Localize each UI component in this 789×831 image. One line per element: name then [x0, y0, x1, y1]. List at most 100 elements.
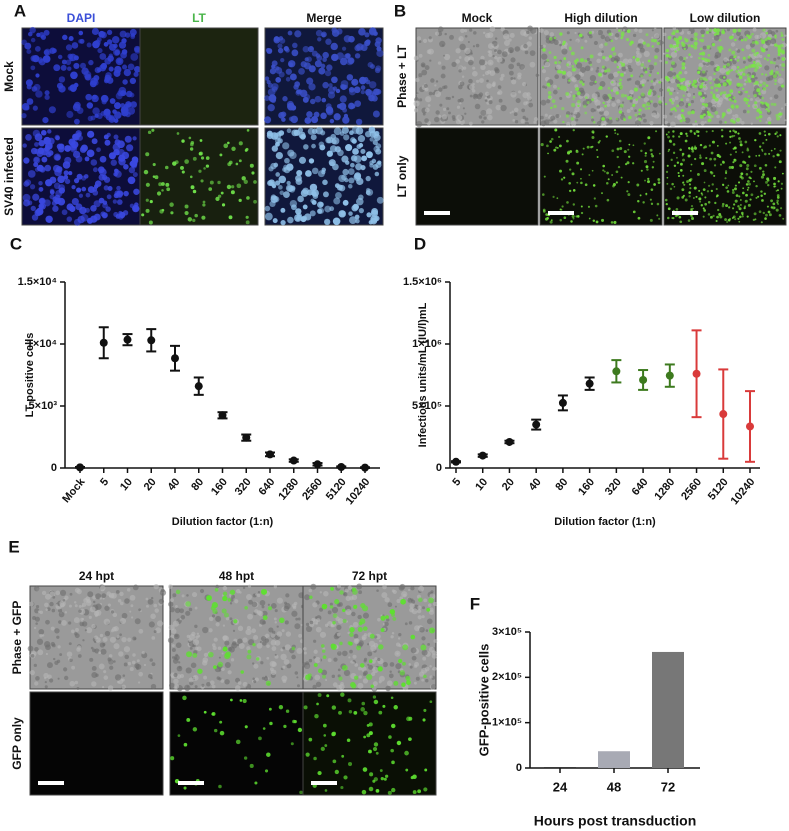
cell: [210, 605, 216, 611]
cell: [335, 191, 342, 199]
cell-texture: [119, 601, 124, 606]
cell-texture: [469, 84, 475, 90]
cell: [30, 205, 36, 211]
cell: [764, 217, 767, 220]
cell: [754, 105, 757, 109]
cell-texture: [584, 65, 591, 72]
point: [719, 410, 728, 419]
cell: [38, 58, 46, 66]
cell: [355, 118, 363, 126]
cell-texture: [330, 623, 334, 628]
cell: [747, 180, 750, 183]
cell: [273, 36, 280, 42]
cell: [380, 615, 386, 621]
cell-texture: [641, 113, 646, 118]
cell: [675, 208, 679, 211]
cell: [396, 740, 402, 746]
cell-texture: [498, 98, 503, 103]
cell: [557, 60, 562, 64]
cell-texture: [218, 669, 222, 672]
cell: [38, 180, 43, 186]
cell: [740, 172, 744, 176]
cell-texture: [259, 619, 266, 625]
cell-texture: [705, 27, 710, 31]
cell-texture: [172, 620, 179, 627]
cell-texture: [71, 629, 75, 634]
cell: [768, 152, 771, 155]
cell-texture: [237, 625, 244, 631]
cell-texture: [153, 603, 158, 608]
cell: [245, 220, 250, 225]
cell: [343, 775, 348, 780]
cell: [739, 203, 742, 207]
cell: [304, 57, 309, 62]
cell-texture: [754, 76, 758, 80]
cell: [194, 213, 198, 218]
cell: [770, 199, 774, 203]
point: [76, 463, 84, 472]
cell-texture: [283, 605, 290, 612]
cell: [375, 37, 382, 44]
cell: [668, 55, 672, 59]
cell-texture: [91, 681, 97, 687]
cell: [703, 181, 706, 184]
cell: [688, 183, 692, 186]
cell: [357, 135, 366, 143]
cell-texture: [230, 658, 235, 662]
cell: [149, 200, 153, 204]
cell-texture: [501, 51, 508, 58]
cell-texture: [743, 82, 747, 86]
cell-texture: [91, 624, 96, 629]
cell: [738, 207, 742, 211]
cell-texture: [257, 591, 261, 594]
cell-texture: [472, 45, 476, 48]
cell: [274, 180, 281, 186]
cell-texture: [45, 608, 49, 611]
cell-texture: [213, 637, 218, 642]
x-tick-label: 10: [473, 476, 490, 493]
cell: [572, 128, 575, 132]
cell: [361, 789, 367, 795]
cell: [718, 212, 722, 216]
cell-texture: [282, 646, 286, 650]
cell: [119, 30, 127, 38]
cell: [714, 110, 719, 115]
cell-texture: [52, 657, 56, 661]
cell: [239, 699, 243, 702]
cell: [681, 196, 685, 199]
cell: [316, 702, 319, 706]
cell: [647, 67, 650, 70]
cell-texture: [526, 30, 530, 35]
cell-texture: [44, 593, 51, 600]
cell-texture: [30, 654, 35, 658]
cell-texture: [296, 647, 303, 655]
cell: [619, 78, 622, 82]
cell-texture: [74, 680, 79, 685]
cell: [732, 120, 736, 124]
cell: [428, 597, 434, 604]
cell: [664, 102, 668, 106]
cell-texture: [76, 645, 82, 650]
cell-texture: [442, 107, 447, 112]
cell: [417, 597, 423, 603]
cell: [606, 171, 609, 175]
cell: [649, 218, 653, 222]
cell: [681, 62, 686, 67]
cell: [687, 84, 691, 87]
cell: [634, 113, 638, 117]
cell: [86, 42, 92, 48]
cell: [200, 156, 205, 160]
cell-texture: [685, 56, 689, 59]
cell: [716, 194, 719, 197]
cell-texture: [221, 667, 225, 671]
cell-texture: [386, 680, 393, 687]
cell: [611, 174, 614, 176]
cell-texture: [604, 56, 610, 62]
cell: [645, 33, 649, 37]
cell: [90, 159, 98, 166]
cell-texture: [148, 621, 155, 628]
column-header: Mock: [462, 11, 493, 25]
cell: [53, 64, 61, 72]
cell: [773, 61, 776, 65]
cell: [782, 217, 785, 220]
